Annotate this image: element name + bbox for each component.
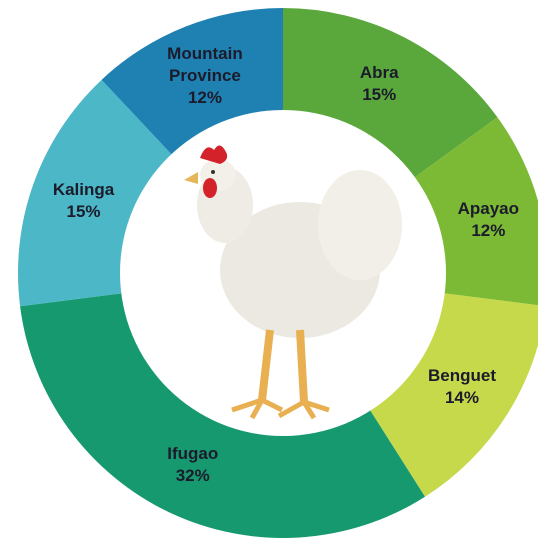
chicken-illustration <box>184 145 402 420</box>
value-label: 32% <box>175 465 210 485</box>
slice-label: Apayao 12% <box>428 198 538 242</box>
category-label: Ifugao <box>167 443 219 463</box>
category-label: Abra <box>359 63 399 83</box>
slice-label: Benguet 14% <box>402 365 522 409</box>
slice-label: Abra 15% <box>319 62 439 106</box>
value-label: 15% <box>66 202 101 222</box>
value-label: 14% <box>444 387 479 407</box>
slice-label: Kalinga 15% <box>24 179 144 223</box>
category-label: Kalinga <box>52 180 115 200</box>
slice-label: Ifugao 32% <box>133 443 253 487</box>
category-label: Benguet <box>427 365 496 385</box>
value-label: 15% <box>362 85 397 105</box>
category-label: Apayao <box>457 199 520 219</box>
slice <box>17 79 174 307</box>
slice <box>368 293 538 497</box>
value-label: 12% <box>187 87 222 107</box>
slice <box>20 293 425 538</box>
slice-label: Mountain Province 12% <box>145 43 265 109</box>
category-label: Mountain Province <box>167 43 243 85</box>
value-label: 12% <box>471 221 506 241</box>
slice <box>283 8 498 179</box>
